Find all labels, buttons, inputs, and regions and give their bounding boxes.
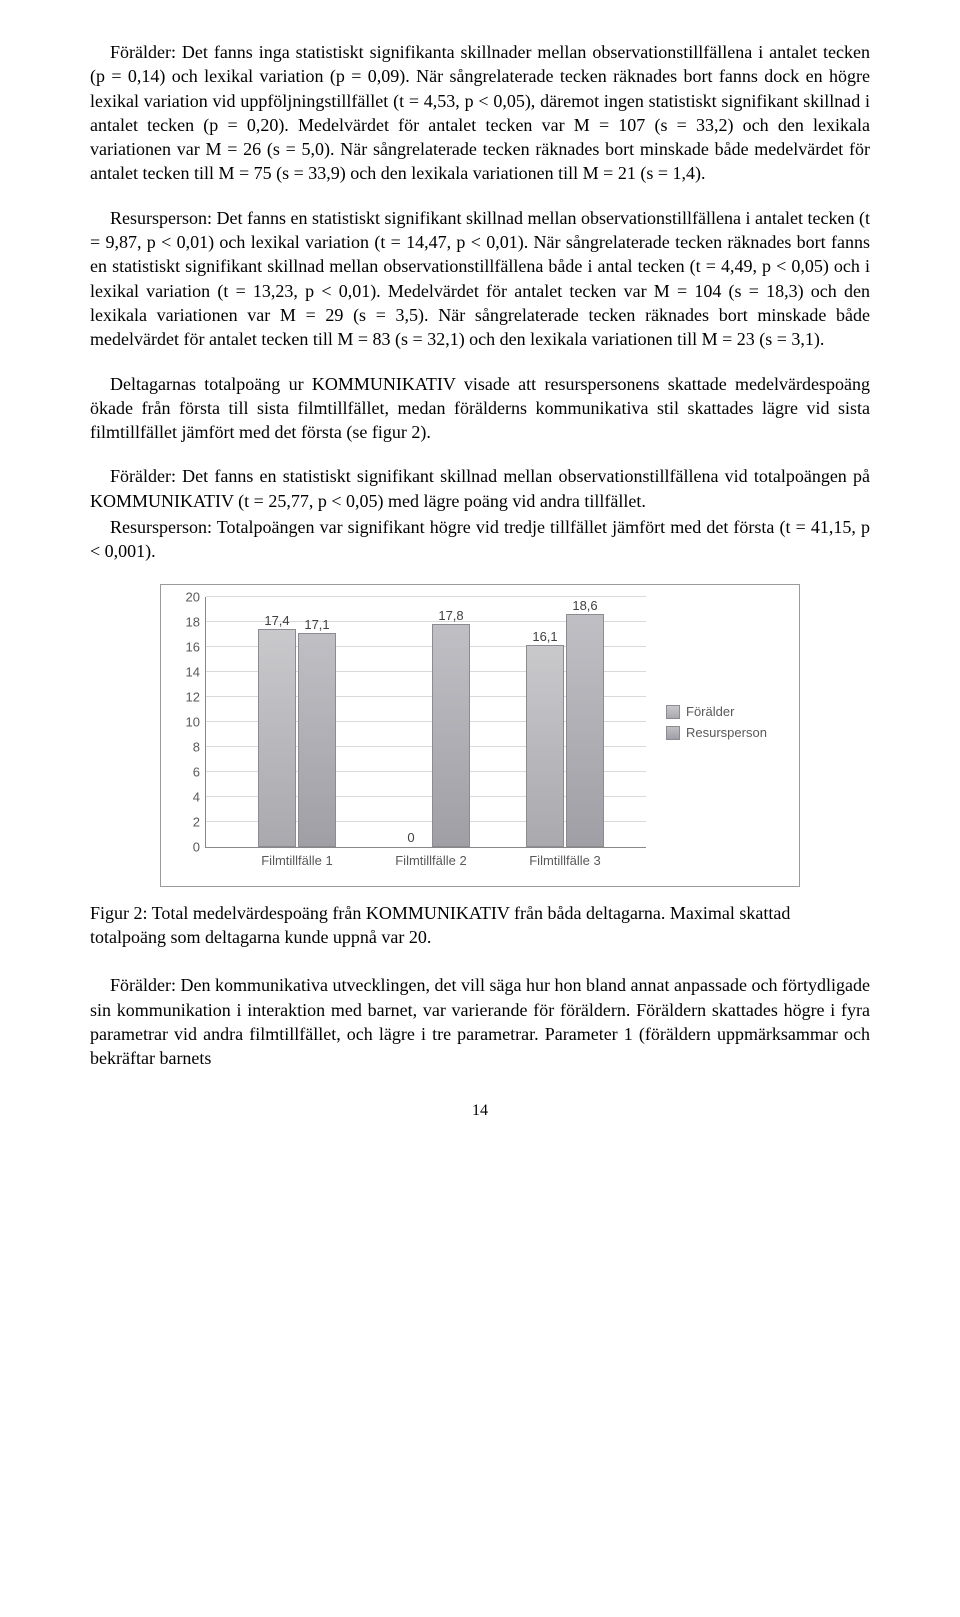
chart-bar: 17,4 (258, 629, 296, 847)
legend-item-foralder: Förälder (666, 704, 767, 719)
chart-x-category-label: Filmtillfälle 1 (242, 847, 352, 868)
chart-bar: 18,6 (566, 614, 604, 847)
chart-y-tick-label: 14 (186, 664, 206, 679)
paragraph-foralder-2: Förälder: Det fanns en statistiskt signi… (90, 464, 870, 513)
chart-bar: 17,8 (432, 624, 470, 847)
legend-swatch-foralder (666, 705, 680, 719)
paragraph-resursperson-1: Resursperson: Det fanns en statistiskt s… (90, 206, 870, 352)
chart-bar-value-label: 17,4 (264, 613, 289, 630)
page: Förälder: Det fanns inga statistiskt sig… (0, 0, 960, 1160)
chart-bar-value-label: 18,6 (572, 598, 597, 615)
chart-y-tick-label: 18 (186, 614, 206, 629)
page-number: 14 (90, 1102, 870, 1120)
paragraph-foralder-1: Förälder: Det fanns inga statistiskt sig… (90, 40, 870, 186)
chart-bar-value-label: 0 (407, 830, 414, 847)
chart-bar-value-label: 17,8 (438, 608, 463, 625)
chart-bar-value-label: 16,1 (532, 629, 557, 646)
figure-2-chart: 02468101214161820Filmtillfälle 117,417,1… (160, 584, 800, 887)
chart-bar-value-label: 17,1 (304, 617, 329, 634)
chart-x-category-label: Filmtillfälle 3 (510, 847, 620, 868)
chart-y-tick-label: 20 (186, 589, 206, 604)
chart-bar: 17,1 (298, 633, 336, 847)
chart-y-tick-label: 4 (193, 789, 206, 804)
chart-inner: 02468101214161820Filmtillfälle 117,417,1… (171, 597, 789, 848)
legend-swatch-resursperson (666, 726, 680, 740)
chart-legend: Förälder Resursperson (666, 698, 767, 746)
chart-y-tick-label: 0 (193, 839, 206, 854)
chart-bar-group: 17,417,1 (242, 597, 352, 847)
chart-y-tick-label: 6 (193, 764, 206, 779)
paragraph-foralder-3: Förälder: Den kommunikativa utvecklingen… (90, 973, 870, 1070)
figure-2-caption: Figur 2: Total medelvärdespoäng från KOM… (90, 901, 870, 950)
chart-y-tick-label: 16 (186, 639, 206, 654)
legend-label-resursperson: Resursperson (686, 725, 767, 740)
paragraph-resursperson-2: Resursperson: Totalpoängen var signifika… (90, 515, 870, 564)
legend-item-resursperson: Resursperson (666, 725, 767, 740)
legend-label-foralder: Förälder (686, 704, 734, 719)
chart-y-tick-label: 12 (186, 689, 206, 704)
chart-plot-area: 02468101214161820Filmtillfälle 117,417,1… (205, 597, 646, 848)
chart-y-tick-label: 2 (193, 814, 206, 829)
chart-bar: 16,1 (526, 645, 564, 846)
chart-bar-group: 017,8 (376, 597, 486, 847)
chart-x-category-label: Filmtillfälle 2 (376, 847, 486, 868)
chart-y-tick-label: 10 (186, 714, 206, 729)
chart-bar-group: 16,118,6 (510, 597, 620, 847)
paragraph-summary-kommunikativ: Deltagarnas totalpoäng ur KOMMUNIKATIV v… (90, 372, 870, 445)
chart-y-tick-label: 8 (193, 739, 206, 754)
